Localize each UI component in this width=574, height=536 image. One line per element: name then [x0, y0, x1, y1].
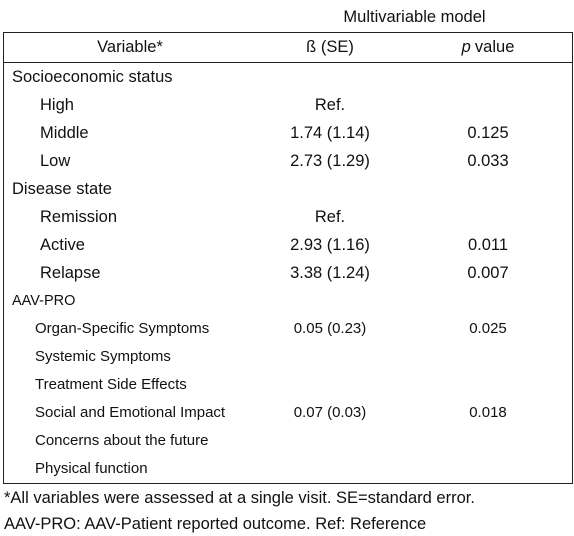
regression-table: Variable* ß (SE) p value Socioeconomic st…	[3, 32, 573, 484]
variable-label: Relapse	[40, 264, 101, 282]
p-value: 0.018	[469, 404, 507, 421]
table-row: Treatment Side Effects	[4, 371, 572, 399]
p-value	[404, 203, 572, 231]
variable-label: Active	[40, 236, 85, 254]
variable-label: Systemic Symptoms	[35, 348, 171, 365]
p-value: 0.007	[467, 264, 509, 282]
section-title: Socioeconomic status	[12, 68, 173, 86]
footnote-abbreviations: AAV-PRO: AAV-Patient reported outcome. R…	[4, 515, 427, 533]
footnote-variables: *All variables were assessed at a single…	[4, 489, 475, 507]
table-row: Social and Emotional Impact 0.07 (0.03) …	[4, 399, 572, 427]
table-row: Middle 1.74 (1.14) 0.125	[4, 119, 572, 147]
variable-label: Organ-Specific Symptoms	[35, 320, 210, 337]
p-value	[404, 371, 572, 399]
p-value-word: value	[474, 38, 515, 56]
variable-label: Concerns about the future	[35, 432, 209, 449]
table-row: Low 2.73 (1.29) 0.033	[4, 147, 572, 175]
beta-se-value	[256, 343, 404, 371]
beta-se-value: 1.74 (1.14)	[290, 124, 370, 142]
beta-se-value	[256, 371, 404, 399]
p-value: 0.025	[469, 320, 507, 337]
beta-se-value: 0.05 (0.23)	[293, 320, 367, 337]
section-title: Disease state	[12, 180, 112, 198]
beta-se-value: 3.38 (1.24)	[290, 264, 370, 282]
section-title: AAV-PRO	[12, 293, 76, 309]
p-symbol: p	[461, 38, 471, 56]
table-header-row: Variable* ß (SE) p value	[4, 33, 572, 63]
beta-se-value	[256, 455, 404, 483]
variable-column-header: Variable*	[97, 38, 163, 56]
p-value: 0.033	[467, 152, 509, 170]
variable-label: High	[40, 96, 74, 114]
table-row: Organ-Specific Symptoms 0.05 (0.23) 0.02…	[4, 315, 572, 343]
section-title-row: Socioeconomic status	[4, 63, 572, 91]
variable-label: Physical function	[35, 460, 148, 477]
table-row: High Ref.	[4, 91, 572, 119]
table-row: Active 2.93 (1.16) 0.011	[4, 231, 572, 259]
p-value	[404, 455, 572, 483]
beta-se-value: 2.93 (1.16)	[290, 236, 370, 254]
p-value: 0.125	[467, 124, 509, 142]
variable-label: Treatment Side Effects	[35, 376, 187, 393]
p-value	[404, 343, 572, 371]
variable-label: Remission	[40, 208, 118, 226]
p-value-column-header: p value	[404, 33, 572, 62]
p-value	[404, 91, 572, 119]
section-title-row: Disease state	[4, 175, 572, 203]
table-row: Remission Ref.	[4, 203, 572, 231]
table-row: Physical function	[4, 455, 572, 483]
beta-se-value: 2.73 (1.29)	[290, 152, 370, 170]
beta-se-value: 0.07 (0.03)	[293, 404, 367, 421]
beta-se-value: Ref.	[314, 208, 346, 226]
table-row: Concerns about the future	[4, 427, 572, 455]
beta-se-column-header: ß (SE)	[306, 38, 354, 56]
variable-label: Middle	[40, 124, 89, 142]
variable-label: Social and Emotional Impact	[35, 404, 226, 421]
beta-se-value: Ref.	[314, 96, 346, 114]
table-row: Relapse 3.38 (1.24) 0.007	[4, 259, 572, 287]
beta-se-value	[256, 427, 404, 455]
p-value	[404, 427, 572, 455]
p-value: 0.011	[467, 236, 509, 254]
variable-label: Low	[40, 152, 71, 170]
section-title-row: AAV-PRO	[4, 287, 572, 315]
multivariable-model-header: Multivariable model	[343, 8, 486, 26]
table-row: Systemic Symptoms	[4, 343, 572, 371]
